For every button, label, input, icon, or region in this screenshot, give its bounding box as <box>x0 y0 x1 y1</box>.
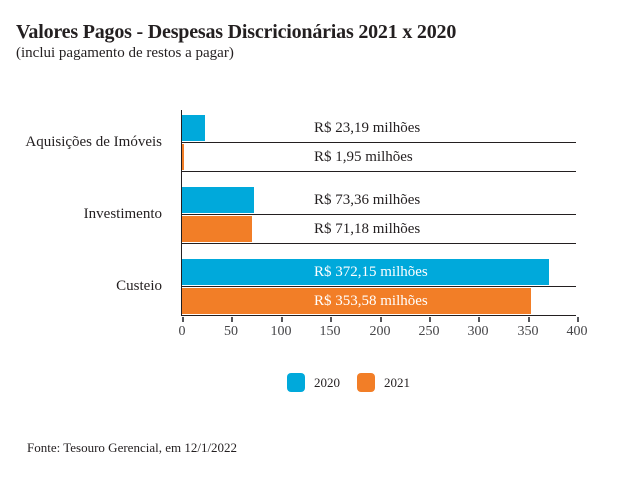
legend-swatch-2020-icon <box>287 372 305 392</box>
legend-swatch-2021-icon <box>357 372 375 392</box>
legend-label-2021: 2021 <box>384 374 410 390</box>
x-tick-label: 50 <box>224 324 238 339</box>
bar-baseline <box>182 214 576 215</box>
category-label-aquisicoes-de-imoveis: Aquisições de Imóveis <box>25 134 162 150</box>
bar-2020-2 <box>182 187 254 213</box>
x-tick <box>577 317 579 322</box>
bar-value-label: R$ 73,36 milhões <box>314 192 421 208</box>
x-tick-label: 300 <box>467 324 489 339</box>
legend-label-2020: 2020 <box>314 374 340 390</box>
x-tick-label: 200 <box>369 324 391 339</box>
legend-item-2021: 2021 <box>357 372 410 392</box>
bar-value-label: R$ 372,15 milhões <box>314 264 428 280</box>
x-tick <box>429 317 431 322</box>
bar-value-label: R$ 71,18 milhões <box>314 221 421 237</box>
x-tick <box>281 317 283 322</box>
x-tick <box>182 317 184 322</box>
x-tick <box>380 317 382 322</box>
chart-subtitle: (inclui pagamento de restos a pagar) <box>16 45 234 61</box>
chart-title: Valores Pagos - Despesas Discricionárias… <box>16 21 457 43</box>
bar-2021-3 <box>182 288 531 314</box>
legend-item-2020: 2020 <box>287 372 340 392</box>
plot-area: R$ 23,19 milhões R$ 1,95 milhões R$ 73,36 … <box>179 110 588 339</box>
bar-2020-3 <box>182 259 549 285</box>
chart-legend: 2020 2021 <box>287 372 410 392</box>
x-tick <box>231 317 233 322</box>
bar-2020-1 <box>182 115 205 141</box>
bar-2021-1 <box>182 144 184 170</box>
category-label-investimento: Investimento <box>83 206 162 222</box>
x-tick <box>478 317 480 322</box>
bar-baseline <box>182 142 576 143</box>
bar-2021-2 <box>182 216 252 242</box>
bar-baseline <box>182 171 576 172</box>
bar-value-label: R$ 23,19 milhões <box>314 120 421 136</box>
source-note: Fonte: Tesouro Gerencial, em 12/1/2022 <box>27 440 238 455</box>
x-tick-label: 100 <box>270 324 292 339</box>
x-tick-label: 0 <box>178 324 186 339</box>
x-tick-label: 250 <box>418 324 440 339</box>
x-tick-label: 400 <box>566 324 588 339</box>
x-tick <box>528 317 530 322</box>
category-label-custeio: Custeio <box>116 278 162 294</box>
x-tick-label: 350 <box>517 324 539 339</box>
x-tick <box>330 317 332 322</box>
bar-value-label: R$ 353,58 milhões <box>314 293 428 309</box>
bar-value-label: R$ 1,95 milhões <box>314 149 413 165</box>
bar-baseline <box>182 243 576 244</box>
x-tick-label: 150 <box>319 324 341 339</box>
bar-baseline <box>182 286 576 287</box>
